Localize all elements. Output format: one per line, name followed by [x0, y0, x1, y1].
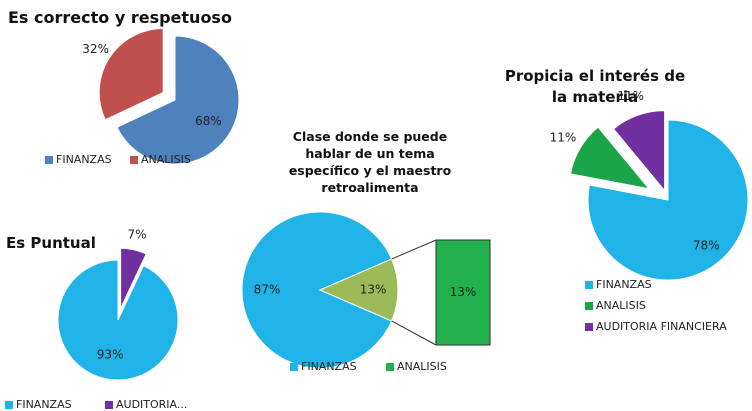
- legend-swatch: [585, 302, 593, 310]
- legend-label: ANALISIS: [141, 153, 191, 166]
- legend-swatch: [5, 401, 13, 409]
- pie-slice: [587, 119, 749, 281]
- legend-label: AUDITORIA FINANCIERA: [596, 320, 727, 333]
- data-label: 11%: [550, 130, 577, 144]
- legend-label: ANALISIS: [596, 299, 646, 312]
- chart-title: Es correcto y respetuoso: [8, 8, 232, 27]
- pie-slice: [318, 258, 399, 322]
- chart-title: Clase donde se puede hablar de un tema e…: [288, 129, 452, 195]
- data-label: 93%: [97, 348, 124, 362]
- data-label: 13%: [360, 283, 387, 297]
- data-label: 32%: [82, 42, 109, 56]
- legend-swatch: [130, 156, 138, 164]
- legend-label: FINANZAS: [596, 278, 652, 291]
- legend-label: FINANZAS: [16, 398, 72, 411]
- chart-title: Propicia el interés de la materia: [504, 67, 686, 106]
- pie-slice: [569, 126, 651, 190]
- legend-label: FINANZAS: [56, 153, 112, 166]
- pie-slice: [116, 35, 240, 165]
- data-label: 78%: [693, 239, 720, 253]
- connector: [391, 239, 437, 260]
- legend-label: FINANZAS: [301, 360, 357, 373]
- data-label: 68%: [195, 114, 222, 128]
- data-label: 7%: [127, 228, 146, 242]
- data-label: 11%: [617, 89, 644, 103]
- legend-swatch: [105, 401, 113, 409]
- connector: [391, 320, 437, 346]
- pie-slice: [612, 110, 666, 192]
- pie-slice: [241, 211, 393, 369]
- data-label: 87%: [254, 283, 281, 297]
- secondary-bar: [435, 239, 491, 346]
- legend-label: ANALISIS: [397, 360, 447, 373]
- pie-slice: [120, 247, 147, 309]
- legend-swatch: [290, 363, 298, 371]
- legend-swatch: [386, 363, 394, 371]
- legend-swatch: [585, 281, 593, 289]
- legend-swatch: [45, 156, 53, 164]
- pie-slice: [57, 259, 179, 381]
- chart-title: Es Puntual: [6, 234, 96, 252]
- data-label: 13%: [450, 285, 477, 299]
- legend-label: AUDITORIA...: [116, 398, 187, 411]
- pie-slice: [98, 27, 164, 121]
- legend-swatch: [585, 323, 593, 331]
